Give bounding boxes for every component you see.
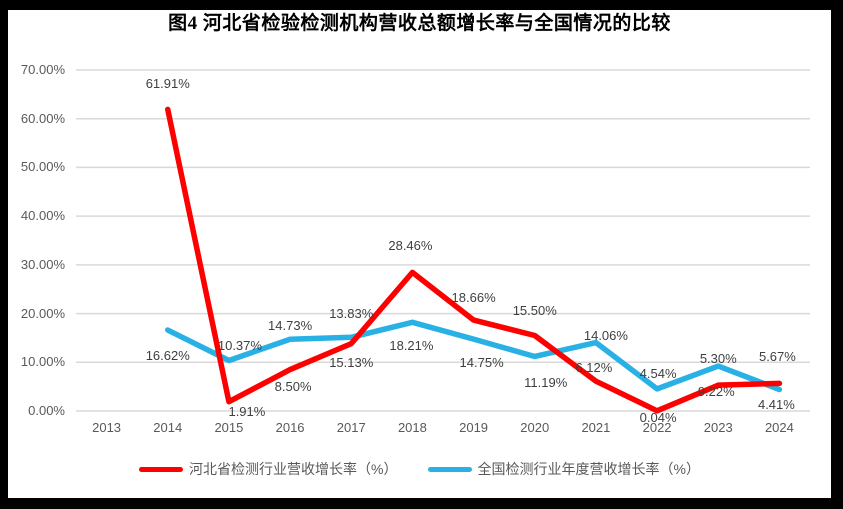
plot-area (76, 69, 810, 414)
chart-panel: 图4 河北省检验检测机构营收总额增长率与全国情况的比较 0.00% 10.00% 2… (8, 10, 831, 498)
x-tick-label: 2015 (214, 420, 244, 435)
data-label: 0.04% (639, 409, 677, 425)
data-label: 4.54% (639, 365, 677, 381)
x-tick-label: 2019 (459, 420, 489, 435)
x-tick-label: 2013 (92, 420, 122, 435)
data-label: 15.13% (329, 355, 374, 371)
y-tick-label: 0.00% (28, 403, 65, 418)
data-label: 61.91% (145, 76, 190, 92)
data-label: 5.67% (758, 349, 796, 365)
data-label: 14.06% (583, 327, 628, 343)
x-tick-label: 2016 (275, 420, 305, 435)
data-label: 8.50% (274, 378, 312, 394)
data-label: 4.41% (757, 396, 795, 412)
data-label: 14.73% (268, 318, 313, 334)
x-tick-label: 2023 (703, 420, 733, 435)
legend: 河北省检测行业营收增长率（%） 全国检测行业年度营收增长率（%） (8, 459, 831, 479)
data-label: 13.83% (329, 305, 374, 321)
y-tick-label: 30.00% (20, 256, 65, 272)
data-label: 6.12% (575, 360, 613, 376)
legend-label-national: 全国检测行业年度营收增长率（%） (477, 461, 700, 477)
series-line-hebei (165, 106, 783, 414)
y-tick-label: 10.00% (20, 354, 65, 370)
data-label: 1.91% (228, 403, 266, 419)
y-tick-label: 20.00% (20, 305, 65, 321)
x-tick-label: 2017 (336, 420, 366, 435)
chart-title: 图4 河北省检验检测机构营收总额增长率与全国情况的比较 (168, 13, 671, 34)
x-tick-label: 2018 (397, 420, 427, 435)
data-label: 9.22% (697, 384, 735, 400)
legend-label-hebei: 河北省检测行业营收增长率（%） (189, 461, 398, 477)
y-tick-label: 40.00% (20, 208, 65, 224)
x-tick-label: 2014 (153, 420, 183, 435)
data-label: 14.75% (459, 355, 504, 371)
data-label: 18.66% (451, 290, 496, 306)
series-line-national (165, 319, 783, 393)
y-tick-label: 60.00% (20, 110, 65, 126)
data-label: 11.19% (524, 375, 568, 391)
y-tick-label: 50.00% (20, 159, 65, 175)
x-tick-label: 2022 (642, 420, 672, 435)
x-tick-label: 2021 (581, 420, 611, 435)
legend-line-swatch-hebei (139, 466, 184, 472)
data-label: 5.30% (699, 351, 737, 367)
legend-item-national: 全国检测行业年度营收增长率（%） (427, 459, 700, 479)
legend-line-swatch-national (427, 466, 472, 472)
data-label: 10.37% (217, 338, 262, 354)
data-label: 16.62% (145, 348, 190, 364)
data-label: 15.50% (512, 303, 557, 319)
data-label: 28.46% (388, 238, 433, 254)
legend-item-hebei: 河北省检测行业营收增长率（%） (139, 459, 398, 479)
data-label: 18.21% (389, 338, 434, 354)
x-tick-label: 2024 (764, 420, 794, 435)
y-tick-label: 70.00% (20, 62, 65, 77)
x-tick-label: 2020 (520, 420, 550, 435)
